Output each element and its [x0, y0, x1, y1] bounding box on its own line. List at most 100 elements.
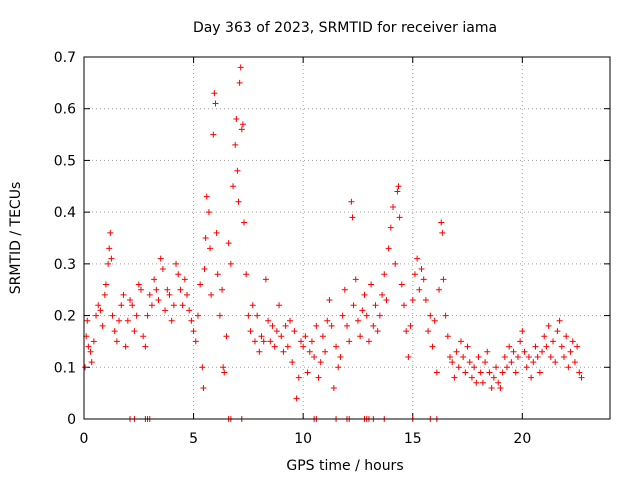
data-point	[90, 338, 97, 345]
data-point	[341, 286, 348, 293]
data-point	[230, 183, 237, 190]
data-point	[197, 281, 204, 288]
data-point	[400, 302, 407, 309]
data-point	[127, 297, 134, 304]
data-point	[276, 302, 283, 309]
data-point	[203, 193, 210, 200]
y-tick-label: 0.5	[54, 153, 76, 169]
data-point	[330, 384, 337, 391]
data-point	[93, 312, 100, 319]
data-point	[239, 121, 246, 128]
data-point	[499, 369, 506, 376]
data-point	[95, 302, 102, 309]
data-point	[210, 131, 217, 138]
data-point	[84, 317, 91, 324]
data-point	[308, 338, 315, 345]
data-point	[514, 353, 521, 360]
data-point	[567, 348, 574, 355]
data-point	[155, 297, 162, 304]
data-point	[142, 343, 149, 350]
data-point	[173, 260, 180, 267]
data-point	[124, 317, 131, 324]
data-point	[565, 364, 572, 371]
data-point	[385, 245, 392, 252]
axis-ticks: 0 0.1 0.2 0.3 0.4 0.5 0.6 0.7 0 5 10 15 20	[54, 50, 610, 447]
data-point	[293, 395, 300, 402]
data-point	[569, 338, 576, 345]
data-point	[107, 229, 114, 236]
data-point	[506, 343, 513, 350]
data-point	[541, 333, 548, 340]
data-point	[295, 374, 302, 381]
data-point	[372, 302, 379, 309]
data-point	[501, 353, 508, 360]
data-point	[265, 317, 272, 324]
data-point	[300, 343, 307, 350]
data-point	[168, 317, 175, 324]
data-point	[403, 328, 410, 335]
data-point	[497, 384, 504, 391]
data-point	[133, 312, 140, 319]
data-point	[530, 359, 537, 366]
data-point	[262, 276, 269, 283]
data-point	[289, 359, 296, 366]
data-point	[199, 364, 206, 371]
data-point	[153, 286, 160, 293]
data-point	[140, 333, 147, 340]
data-point	[328, 322, 335, 329]
x-axis-label: GPS time / hours	[286, 458, 403, 474]
data-point	[235, 198, 242, 205]
data-point	[297, 338, 304, 345]
data-point	[97, 307, 104, 314]
data-point	[186, 307, 193, 314]
data-point	[457, 338, 464, 345]
data-point	[205, 209, 212, 216]
data-point	[278, 333, 285, 340]
data-point	[471, 364, 478, 371]
data-point	[554, 328, 561, 335]
data-point	[111, 328, 118, 335]
data-point	[245, 312, 252, 319]
data-point	[576, 369, 583, 376]
data-point	[488, 384, 495, 391]
data-point	[184, 291, 191, 298]
data-point	[370, 322, 377, 329]
data-point	[453, 348, 460, 355]
data-point	[137, 286, 144, 293]
data-point	[102, 281, 109, 288]
data-point	[116, 317, 123, 324]
data-point	[517, 338, 524, 345]
data-point	[429, 343, 436, 350]
data-point	[346, 338, 353, 345]
data-point	[233, 116, 240, 123]
data-point	[109, 312, 116, 319]
data-point	[144, 312, 151, 319]
data-point	[447, 353, 454, 360]
data-point	[101, 291, 108, 298]
data-point	[405, 353, 412, 360]
data-point	[192, 338, 199, 345]
data-point	[510, 348, 517, 355]
x-tick-label: 0	[80, 431, 89, 447]
data-point	[449, 359, 456, 366]
data-point	[387, 224, 394, 231]
data-point	[271, 343, 278, 350]
data-point	[212, 100, 219, 107]
y-tick-label: 0.3	[54, 257, 76, 273]
data-point	[547, 353, 554, 360]
data-point	[108, 255, 115, 262]
y-tick-label: 0.4	[54, 205, 76, 221]
data-point	[381, 271, 388, 278]
data-point	[211, 90, 218, 97]
data-point	[335, 364, 342, 371]
data-point	[482, 359, 489, 366]
y-tick-label: 0.1	[54, 360, 76, 376]
data-point	[232, 141, 239, 148]
data-point	[170, 302, 177, 309]
data-point	[238, 126, 245, 133]
data-point	[284, 343, 291, 350]
data-point	[175, 271, 182, 278]
data-point	[234, 167, 241, 174]
data-point	[519, 328, 526, 335]
data-point	[166, 291, 173, 298]
